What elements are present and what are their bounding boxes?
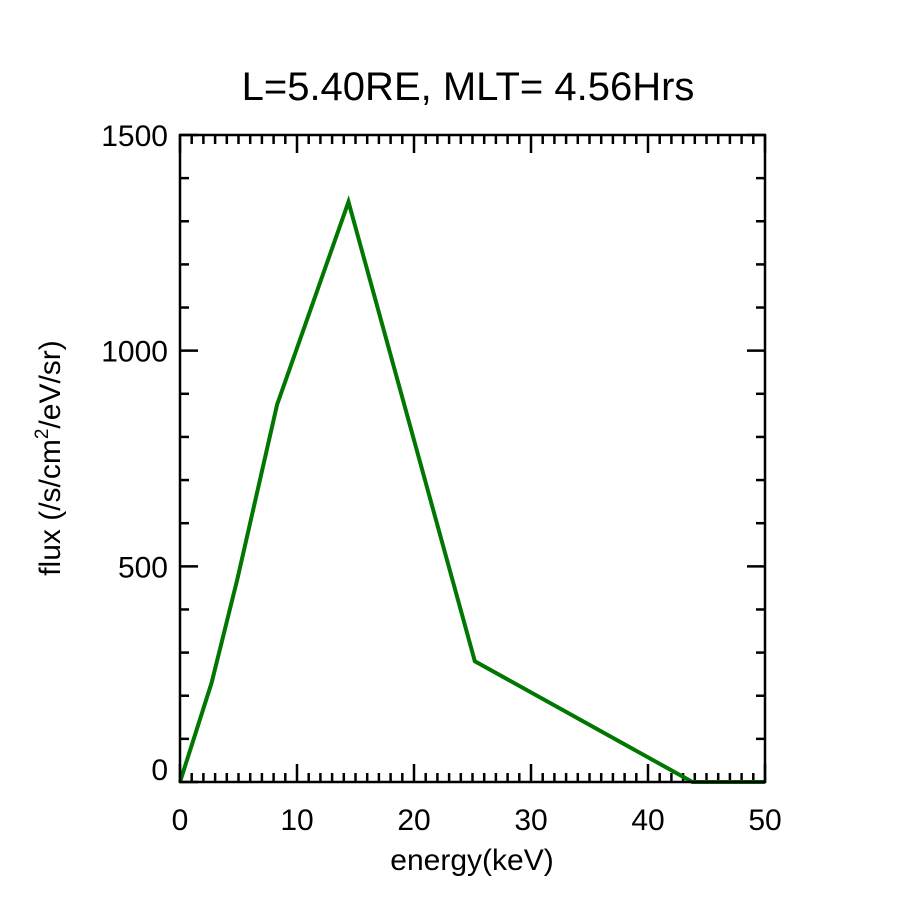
y-axis-label-part1: flux (/s/cm — [34, 439, 67, 576]
y-axis-label-superscript: 2 — [32, 429, 53, 440]
x-tick-label: 0 — [172, 804, 189, 837]
x-tick-label: 20 — [397, 804, 430, 837]
axis-ticks — [178, 133, 767, 784]
y-tick-label: 0 — [151, 754, 168, 787]
chart-title: L=5.40RE, MLT= 4.56Hrs — [242, 65, 695, 109]
series-line — [178, 195, 765, 784]
plot-frame — [178, 133, 767, 784]
x-tick-label: 30 — [514, 804, 547, 837]
y-axis-label: flux (/s/cm2/eV/sr) — [32, 340, 67, 576]
y-tick-label: 1000 — [101, 336, 168, 369]
y-tick-label: 500 — [118, 551, 168, 584]
y-tick-label: 1500 — [101, 120, 168, 153]
x-axis-label: energy(keV) — [390, 844, 553, 877]
x-tick-label: 40 — [631, 804, 664, 837]
y-axis-label-part2: /eV/sr) — [34, 340, 67, 428]
x-tick-label: 10 — [280, 804, 313, 837]
x-tick-label: 50 — [748, 804, 781, 837]
